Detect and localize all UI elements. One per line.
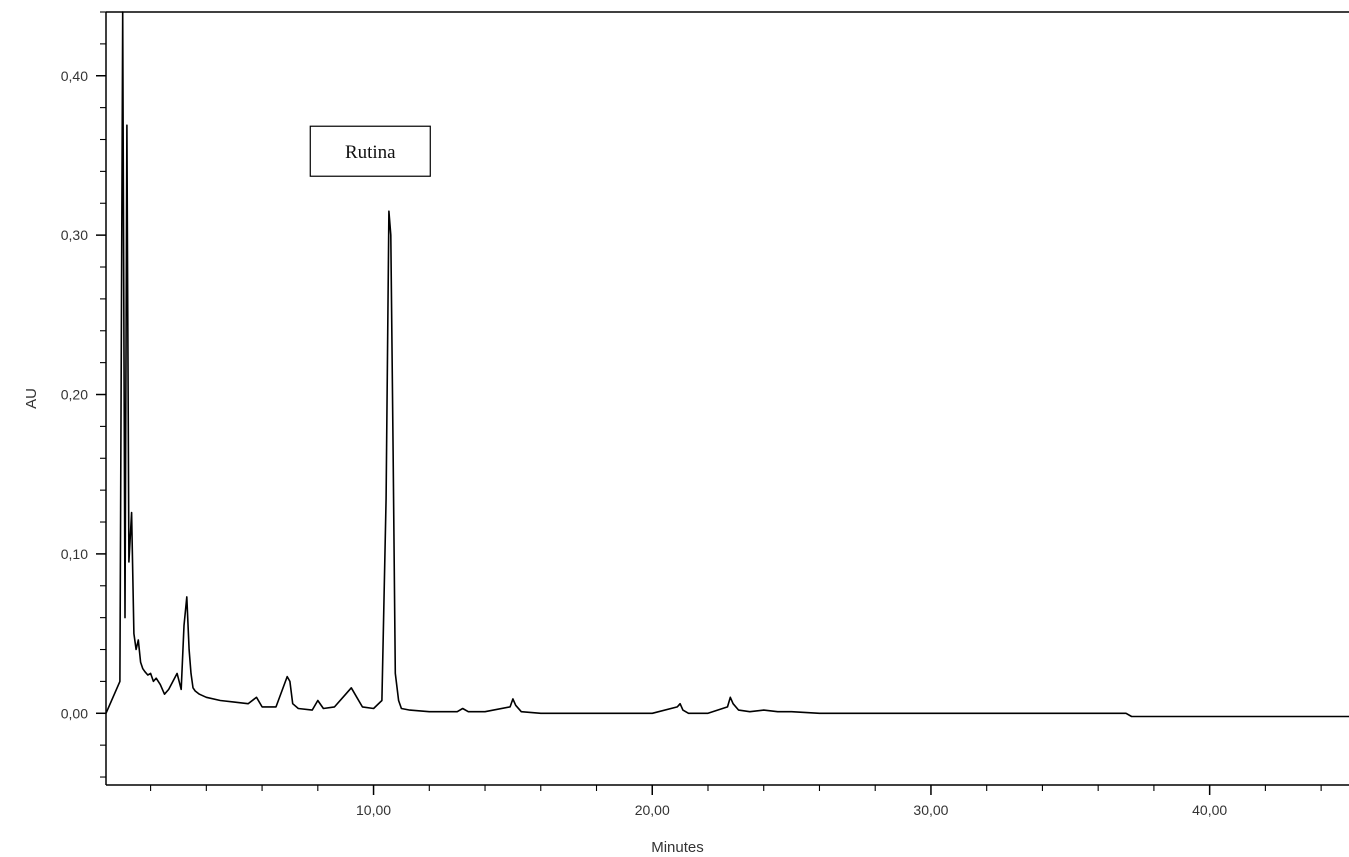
y-axis-label: AU — [23, 388, 40, 409]
x-tick-label: 20,00 — [635, 802, 670, 818]
y-tick-label: 0,40 — [61, 68, 88, 84]
chromatogram-trace — [105, 11, 1349, 718]
x-tick-label: 10,00 — [356, 802, 391, 818]
annotation-label: Rutina — [345, 142, 396, 163]
y-tick-label: 0,30 — [61, 227, 88, 243]
annotation-box — [309, 125, 431, 177]
tick-labels: 10,00 20,00 30,00 40,00 0,00 0,10 0,20 0,30 0,40 — [61, 68, 1228, 818]
axis-ticks — [96, 11, 1322, 795]
y-tick-label: 0,20 — [61, 387, 88, 403]
x-tick-label: 30,00 — [913, 802, 948, 818]
y-tick-label: 0,10 — [61, 546, 88, 562]
peak-annotation-rutina: Rutina — [309, 125, 431, 177]
x-tick-label: 40,00 — [1192, 802, 1227, 818]
x-axis-label: Minutes — [651, 839, 704, 856]
y-tick-label: 0,00 — [61, 705, 88, 721]
